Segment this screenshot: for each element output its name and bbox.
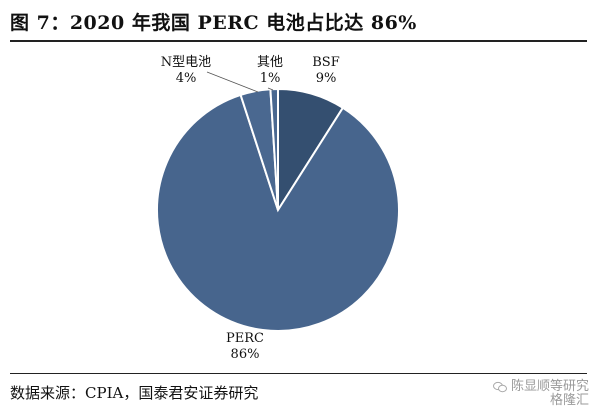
wechat-icon [492,381,507,392]
top-rule [10,40,587,42]
slice-value-label: 4% [176,71,197,86]
watermark: 陈显顺等研究 格隆汇 [492,379,589,408]
slice-label: 其他 [257,55,283,70]
bottom-rule [10,373,587,374]
slice-value-label: 9% [316,71,337,86]
figure-title: 图 7：2020 年我国 PERC 电池占比达 86% [10,12,417,34]
slice-label: N型电池 [161,55,211,70]
slice-value-label: 86% [231,347,260,362]
slice-value-label: 1% [260,71,281,86]
source-note: 数据来源：CPIA，国泰君安证券研究 [10,384,259,402]
pie-slice-perc [156,93,400,332]
slice-label: BSF [312,55,339,70]
slice-label: PERC [226,331,264,346]
watermark-line2: 格隆汇 [549,393,589,408]
leader-line [206,71,259,93]
leader-line [267,87,274,91]
watermark-line1: 陈显顺等研究 [510,379,589,394]
